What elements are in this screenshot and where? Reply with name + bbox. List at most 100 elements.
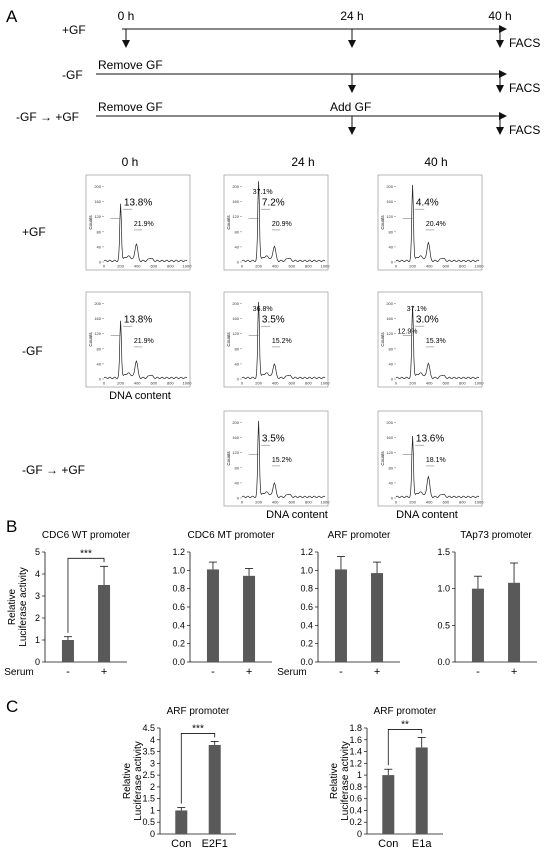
facs-y-tick-label: 200 xyxy=(94,184,101,189)
facs-x-tick-label: 800 xyxy=(459,381,466,386)
significance-bracket xyxy=(180,733,216,804)
y-tick-label: 0.4 xyxy=(300,620,313,630)
bar-chart: ARF promoter 0 0.5 11.5 2 2.5 33.5 4 4.5 Relative… xyxy=(122,706,236,850)
facs-y-tick-label: 80 xyxy=(389,229,394,234)
facs-g1-percent: 37.1% xyxy=(407,306,427,313)
facs-g2m-percent: 18.1% xyxy=(426,457,446,464)
y-tick-label: 0.2 xyxy=(349,817,362,827)
facs-x-tick-label: 200 xyxy=(409,264,416,269)
facs-y-tick-label: 160 xyxy=(232,199,239,204)
y-tick-label: 0.4 xyxy=(172,620,185,630)
y-tick-label: 0 xyxy=(357,829,362,839)
y-tick-label: 5 xyxy=(35,547,40,557)
facs-x-tick-label: 600 xyxy=(442,500,449,505)
facs-plot-frame xyxy=(377,410,483,507)
facs-panel: 0 40 80 120 160 200 0 200 400 600 800 1000 Counts 3.5… xyxy=(223,410,330,507)
facs-x-tick-label: 400 xyxy=(272,264,279,269)
y-tick-label: 0.6 xyxy=(172,602,185,612)
facs-x-tick-label: 600 xyxy=(150,264,157,269)
y-tick-label: 4 xyxy=(35,569,40,579)
chart-title: ARF promoter xyxy=(167,706,230,717)
facs-histogram-line xyxy=(241,420,326,498)
facs-col-label-40h: 40 h xyxy=(424,155,447,169)
facs-x-tick-label: 1000 xyxy=(475,381,485,386)
facs-plot-frame xyxy=(85,291,191,388)
facs-panel: 0 40 80 120 160 200 0 200 400 600 800 1000 Counts 13.… xyxy=(377,410,484,507)
facs-g2m-percent: 15.2% xyxy=(272,457,292,464)
x-tick-label: Con xyxy=(378,838,398,850)
significance-stars: ** xyxy=(401,719,409,730)
chart-title: CDC6 WT promoter xyxy=(42,530,131,541)
facs-g1-percent: 36.8% xyxy=(253,306,273,313)
significance-stars: *** xyxy=(80,548,92,559)
time-label-0h: 0 h xyxy=(118,9,135,23)
facs-plot-frame xyxy=(223,291,329,388)
facs-y-tick-label: 0 xyxy=(237,496,240,501)
facs-x-tick-label: 200 xyxy=(255,500,262,505)
y-tick-label: 0.2 xyxy=(172,639,185,649)
facs-panel: 0 40 80 120 160 200 0 200 400 600 800 1000 Counts 4.4… xyxy=(377,174,484,271)
panel-label-a: A xyxy=(6,7,18,26)
facs-y-tick-label: 80 xyxy=(235,346,240,351)
bar xyxy=(243,575,256,662)
facs-y-tick-label: 0 xyxy=(391,377,394,382)
facs-y-tick-label: 120 xyxy=(386,214,393,219)
timeline-row-2-condition: -GF xyxy=(62,68,83,82)
y-tick-label: 0.8 xyxy=(300,584,313,594)
facs-y-tick-label: 160 xyxy=(94,199,101,204)
facs-y-tick-label: 120 xyxy=(94,214,101,219)
facs-g2m-percent: 15.3% xyxy=(426,338,446,345)
y-tick-label: 0.0 xyxy=(300,657,313,667)
facs-y-tick-label: 0 xyxy=(391,496,394,501)
y-tick-label: 1.5 xyxy=(437,547,450,557)
facs-y-tick-label: 40 xyxy=(97,244,102,249)
facs-col-label-0h: 0 h xyxy=(122,155,139,169)
y-tick-label: 1.4 xyxy=(349,747,362,757)
facs-plot-frame xyxy=(377,174,483,271)
facs-g2m-percent: 21.9% xyxy=(134,338,154,345)
bar xyxy=(508,582,521,662)
facs-y-tick-label: 160 xyxy=(386,316,393,321)
facs-y-tick-label: 40 xyxy=(235,244,240,249)
facs-y-tick-label: 0 xyxy=(237,260,240,265)
facs-y-axis-label: Counts xyxy=(380,332,385,347)
facs-y-tick-label: 80 xyxy=(235,465,240,470)
y-tick-label: 0 xyxy=(35,657,40,667)
facs-s-phase-percent: 3.0% xyxy=(416,314,439,325)
facs-x-tick-label: 800 xyxy=(167,264,174,269)
timeline: 0 h 24 h 40 h +GF FACS -GF Remove GF FAC… xyxy=(16,9,540,137)
facs-y-axis-label: Counts xyxy=(88,332,93,347)
chart-title: CDC6 MT promoter xyxy=(187,530,275,541)
facs-y-axis-label: Counts xyxy=(226,215,231,230)
facs-histogram-line xyxy=(395,435,480,498)
facs-y-tick-label: 0 xyxy=(237,377,240,382)
x-tick-label: Con xyxy=(171,838,191,850)
facs-row-label-minus-to-plus-gf: -GF → +GF xyxy=(22,463,85,477)
facs-y-tick-label: 40 xyxy=(235,480,240,485)
significance-bracket xyxy=(387,729,423,766)
y-tick-label: 0.2 xyxy=(300,639,313,649)
x-tick-label: E1a xyxy=(412,838,432,850)
facs-extra-percent: 12.9% xyxy=(398,329,418,336)
y-tick-label: 1 xyxy=(357,770,362,780)
time-label-24h: 24 h xyxy=(340,9,363,23)
facs-panel: 0 40 80 120 160 200 0 200 400 600 800 1000 Counts 37.… xyxy=(377,291,485,388)
bar-chart: TAp73 promoter 0.0 0.5 1.0 1.5 - + xyxy=(437,530,537,678)
y-axis-label-line-1: Relative xyxy=(329,763,340,800)
x-tick-label: + xyxy=(101,666,107,678)
facs-x-tick-label: 800 xyxy=(167,381,174,386)
facs-y-tick-label: 160 xyxy=(232,435,239,440)
facs-x-tick-label: 0 xyxy=(241,381,244,386)
facs-x-tick-label: 600 xyxy=(288,264,295,269)
facs-g2m-percent: 15.2% xyxy=(272,338,292,345)
facs-histogram-line xyxy=(241,301,326,379)
timeline-row-3-facs: FACS xyxy=(509,123,540,137)
facs-y-tick-label: 0 xyxy=(99,377,102,382)
facs-x-tick-label: 600 xyxy=(288,381,295,386)
significance-bracket xyxy=(67,557,105,633)
facs-x-tick-label: 800 xyxy=(459,500,466,505)
timeline-row-3-start-label: Remove GF xyxy=(98,100,163,114)
chart-title: ARF promoter xyxy=(328,530,391,541)
facs-s-phase-percent: 4.4% xyxy=(416,197,439,208)
